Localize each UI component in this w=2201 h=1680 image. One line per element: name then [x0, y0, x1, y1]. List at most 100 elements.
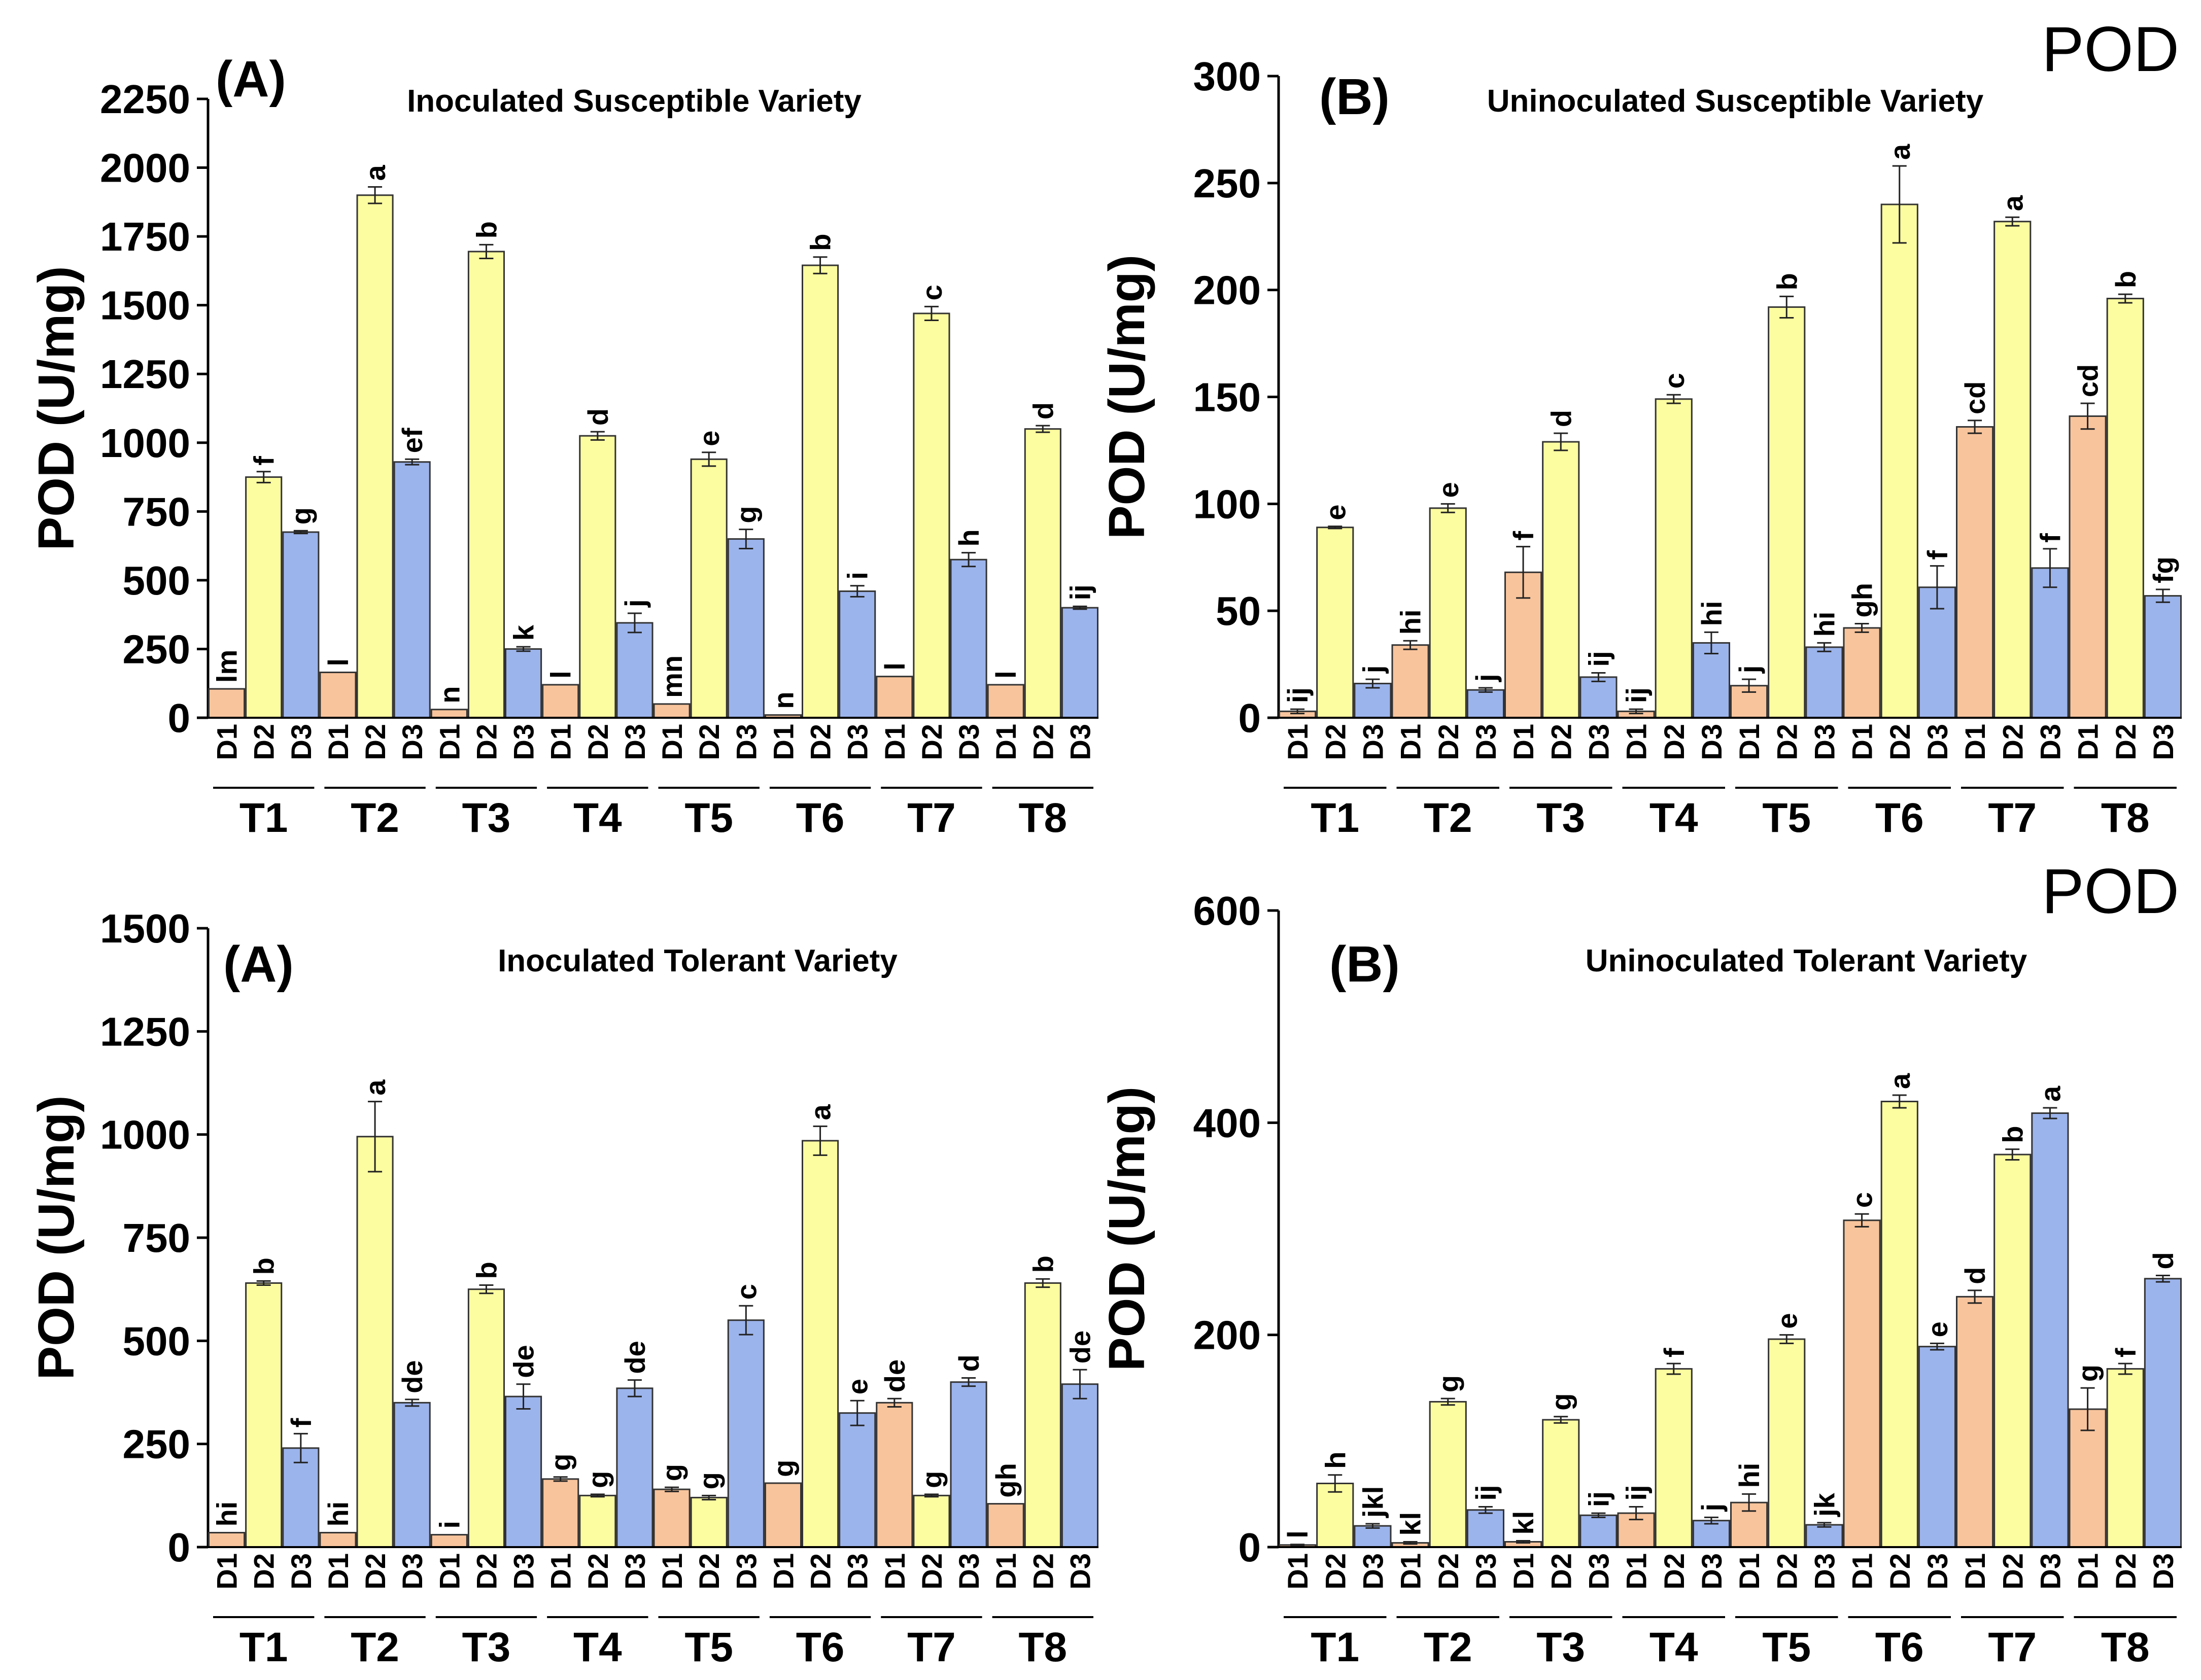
significance-letter: f — [285, 1418, 317, 1427]
category-label-t2: T2 — [1424, 1624, 1472, 1670]
d-label: D3 — [842, 1553, 874, 1590]
d-label: D2 — [1319, 1553, 1351, 1590]
d-label: D3 — [953, 1553, 985, 1590]
category-label-t8: T8 — [2101, 1624, 2150, 1670]
significance-letter: hi — [1808, 612, 1840, 637]
significance-letter: g — [1545, 1393, 1577, 1411]
category-label-t4: T4 — [573, 1624, 622, 1670]
significance-letter: d — [953, 1354, 985, 1372]
d-label: D1 — [1621, 724, 1653, 760]
significance-letter: g — [656, 1464, 688, 1481]
y-tick-label: 1500 — [100, 906, 190, 951]
significance-letter: g — [916, 1471, 948, 1488]
d-label: D2 — [1545, 724, 1577, 760]
category-label-t3: T3 — [462, 795, 511, 841]
d-label: D2 — [1884, 724, 1916, 760]
y-tick-label: 50 — [1216, 588, 1261, 634]
panel-title: Inoculated Susceptible Variety — [407, 84, 862, 119]
significance-letter: f — [2034, 533, 2066, 543]
panel-title: Inoculated Tolerant Variety — [498, 943, 898, 978]
bar-t5-d1 — [653, 1488, 691, 1548]
panel-inoculated-tolerant: (A) Inoculated Tolerant Variety POD (U/mg)… — [28, 906, 1098, 1670]
pod-title-bottom: POD — [2042, 856, 2179, 927]
bar-t8-d2 — [1024, 428, 1061, 719]
bar-t7-d3 — [2031, 1112, 2069, 1548]
y-tick-label: 250 — [1193, 161, 1261, 206]
significance-letter: f — [1658, 1348, 1690, 1357]
significance-letter: l — [322, 658, 354, 667]
category-label-t2: T2 — [1424, 795, 1472, 841]
d-label: D2 — [1027, 724, 1059, 760]
bar-t7-d1 — [1956, 1296, 1994, 1548]
y-tick-label: 500 — [123, 558, 190, 603]
bar-t7-d1 — [1956, 426, 1994, 719]
bar-t6-d3 — [839, 1412, 876, 1548]
y-tick-label: 300 — [1193, 54, 1261, 99]
bar-t6-d1 — [1843, 627, 1881, 719]
bar-t4-d3 — [1692, 642, 1730, 719]
y-tick-label: 2250 — [100, 77, 190, 122]
bar-t4-d3 — [1692, 1520, 1730, 1548]
d-label: D1 — [1733, 1553, 1765, 1590]
significance-letter: a — [1884, 1073, 1916, 1089]
significance-letter: k — [508, 624, 540, 641]
d-label: D3 — [1921, 1553, 1953, 1590]
y-tick-label: 150 — [1193, 375, 1261, 420]
category-label-t3: T3 — [462, 1624, 511, 1670]
d-label: D2 — [582, 724, 614, 760]
d-label: D2 — [1771, 724, 1803, 760]
bar-t3-d3 — [505, 1395, 542, 1548]
significance-letter: a — [359, 1079, 391, 1096]
significance-letter: a — [805, 1104, 837, 1120]
bar-t4-d1 — [542, 684, 579, 719]
y-tick-label: 750 — [123, 1215, 190, 1261]
d-label: D3 — [730, 1553, 762, 1590]
bar-t2-d3 — [1466, 1509, 1504, 1548]
bar-t1-d2 — [245, 1282, 283, 1548]
d-label: D1 — [1282, 1553, 1314, 1590]
d-label: D3 — [1357, 1553, 1389, 1590]
d-label: D2 — [359, 1553, 391, 1590]
bar-t6-d1 — [764, 1482, 802, 1548]
d-label: D2 — [1771, 1553, 1803, 1590]
significance-letter: f — [1921, 550, 1953, 560]
category-label-t7: T7 — [907, 1624, 956, 1670]
d-label: D2 — [359, 724, 391, 760]
y-tick-label: 1000 — [100, 1112, 190, 1158]
bar-t5-d2 — [1768, 1338, 1806, 1548]
d-label: D1 — [322, 1553, 354, 1590]
d-label: D3 — [842, 724, 874, 760]
bar-t8-d3 — [2144, 1278, 2182, 1548]
d-label: D3 — [1470, 1553, 1502, 1590]
category-label-t4: T4 — [1649, 1624, 1698, 1670]
d-label: D1 — [545, 724, 577, 760]
significance-letter: de — [879, 1359, 911, 1392]
significance-letter: e — [1921, 1321, 1953, 1337]
bar-t2-d2 — [1429, 507, 1467, 719]
panel-uninoculated-susceptible: (B) Uninoculated Susceptible Variety POD (… — [1098, 54, 2182, 841]
d-label: D3 — [1808, 724, 1840, 760]
significance-letter: ef — [396, 428, 428, 453]
significance-letter: b — [1027, 1255, 1059, 1273]
d-label: D3 — [1808, 1553, 1840, 1590]
bar-t8-d1 — [987, 684, 1024, 719]
bar-t6-d3 — [839, 590, 876, 719]
d-label: D1 — [211, 724, 243, 760]
significance-letter: ij — [1583, 651, 1614, 667]
category-label-t3: T3 — [1536, 1624, 1585, 1670]
significance-letter: g — [693, 1472, 725, 1489]
y-tick-label: 100 — [1193, 481, 1261, 527]
y-axis-label: POD (U/mg) — [28, 1095, 85, 1380]
bar-t4-d2 — [579, 1494, 616, 1548]
d-label: D3 — [2034, 1553, 2066, 1590]
significance-letter: g — [2072, 1364, 2104, 1382]
significance-letter: n — [433, 686, 465, 704]
significance-letter: c — [1658, 373, 1690, 389]
d-label: D2 — [1884, 1553, 1916, 1590]
d-label: D2 — [470, 724, 502, 760]
pod-title-top: POD — [2042, 14, 2179, 85]
significance-letter: g — [767, 1460, 799, 1477]
bar-t5-d3 — [1805, 646, 1843, 719]
bar-t2-d2 — [1429, 1401, 1467, 1548]
d-label: D1 — [1282, 724, 1314, 760]
